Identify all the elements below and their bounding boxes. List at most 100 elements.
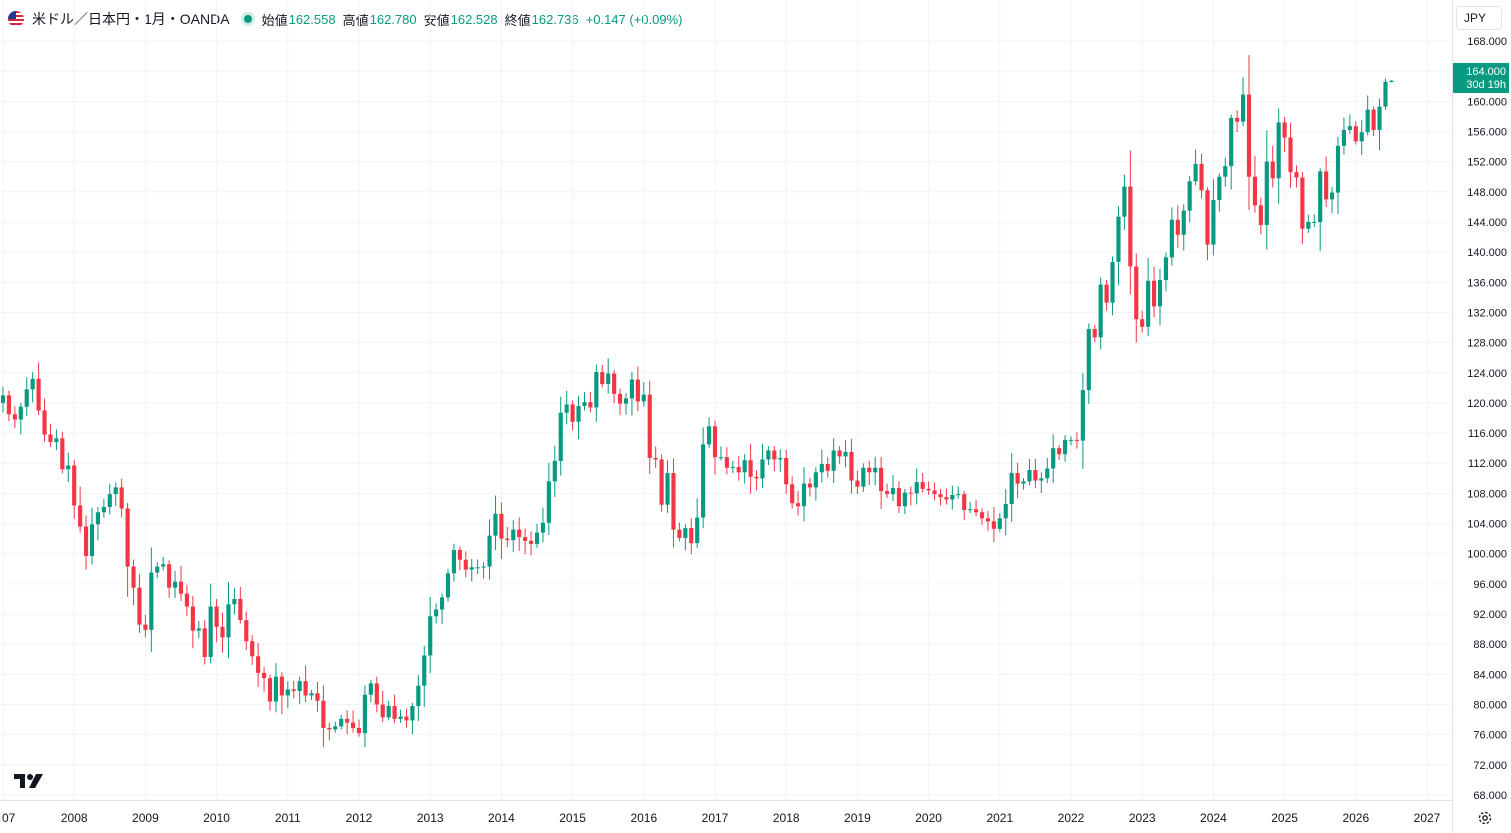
candle-body (523, 537, 528, 541)
candle-body (1062, 439, 1068, 455)
candle-body (736, 467, 741, 473)
candle-body (1122, 186, 1127, 217)
price-tick-label: 104.000 (1467, 519, 1507, 531)
candle-body (938, 494, 943, 498)
price-tick-label: 144.000 (1467, 217, 1507, 229)
candle-body (1377, 106, 1382, 130)
time-tick-label: 2009 (132, 811, 159, 825)
candle-body (920, 482, 925, 489)
candle-body (226, 604, 231, 638)
tradingview-logo-icon[interactable] (14, 772, 44, 795)
candle-body (689, 528, 694, 544)
candle-body (107, 494, 112, 507)
candle-body (712, 426, 718, 458)
currency-button[interactable]: JPY (1456, 6, 1502, 30)
candle-body (416, 685, 421, 707)
candle-body (807, 483, 813, 488)
candle-body (303, 681, 308, 696)
time-tick-label: 2021 (986, 811, 1013, 825)
candle-body (410, 706, 415, 721)
candle-body (926, 488, 931, 491)
candle-body (558, 412, 563, 461)
price-tick-label: 140.000 (1467, 247, 1507, 259)
candle-body (238, 598, 243, 621)
candle-body (997, 518, 1002, 529)
time-tick-label: 2027 (1414, 811, 1441, 825)
candle-body (1080, 390, 1085, 441)
candle-body (1211, 200, 1216, 245)
candle-body (582, 402, 587, 406)
price-axis[interactable]: 68.000 72.000 76.000 80.000 84.000 88.000 92.0… (1452, 0, 1508, 833)
candle-body (184, 593, 190, 607)
price-tick-label: 112.000 (1468, 458, 1507, 470)
candle-body (1258, 205, 1263, 225)
candle-body (1128, 186, 1133, 267)
symbol-title[interactable]: 米ドル／日本円・1月・OANDA (32, 11, 230, 27)
candle-body (701, 444, 706, 518)
candle-body (837, 450, 842, 457)
candle-body (244, 620, 249, 642)
time-axis[interactable]: 07 2008 2009 2010 2011 2012 2013 2014 2015 2016 20… (0, 800, 1452, 826)
price-tick-label: 136.000 (1467, 277, 1507, 289)
price-tick-label: 80.000 (1473, 700, 1507, 712)
candle-body (1199, 163, 1204, 191)
candle-body (1074, 439, 1080, 441)
candle-body (760, 459, 765, 479)
close-value: 162.736 (531, 11, 579, 27)
candle-body (119, 487, 124, 509)
price-tick-label: 88.000 (1473, 639, 1507, 651)
candle-body (1163, 257, 1169, 281)
candle-body (487, 535, 492, 567)
price-tick-label: 132.000 (1467, 307, 1507, 319)
candle-body (30, 378, 35, 390)
candle-body (570, 404, 575, 422)
last-price-background (1453, 63, 1509, 93)
candle-body (1359, 132, 1364, 142)
time-tick-label: 2008 (61, 811, 88, 825)
candle-body (309, 693, 314, 696)
candle-body (1051, 448, 1056, 469)
candle-body (113, 487, 118, 495)
candle-body (220, 626, 225, 638)
candle-body (78, 505, 83, 527)
price-tick-label: 100.000 (1467, 549, 1507, 561)
time-tick-label: 2026 (1342, 811, 1369, 825)
candle-body (1341, 129, 1347, 146)
candle-body (914, 482, 919, 494)
candle-body (250, 641, 255, 657)
candle-body (647, 394, 652, 458)
gear-icon[interactable] (1477, 810, 1493, 831)
last-price-label: 164.000 (1466, 66, 1506, 78)
candle-body (1270, 161, 1275, 179)
candle-body (1294, 172, 1299, 178)
candle-body (481, 566, 486, 568)
candle-body (1347, 126, 1352, 130)
candle-body (398, 716, 403, 719)
candle-body (0, 395, 6, 403)
candle-body (1276, 122, 1281, 179)
price-tick-label: 108.000 (1467, 488, 1507, 500)
candle-body (1057, 448, 1062, 455)
candle-body (380, 704, 385, 718)
time-tick-label: 2018 (773, 811, 800, 825)
candle-body (48, 434, 53, 443)
candle-body (101, 506, 106, 513)
candle-body (1021, 481, 1026, 484)
candle-body (1365, 109, 1370, 133)
candle-body (979, 512, 985, 519)
price-tick-label: 168.000 (1467, 36, 1507, 48)
candle-body (190, 606, 195, 631)
price-tick-label: 76.000 (1473, 730, 1507, 742)
candles (0, 54, 1394, 748)
candle-body (1027, 470, 1032, 482)
candle-body (1318, 171, 1323, 222)
time-tick-label: 2010 (203, 811, 230, 825)
candle-body (730, 467, 735, 469)
candle-body (125, 508, 130, 567)
time-tick-label: 07 (2, 811, 16, 825)
candle-body (1324, 171, 1329, 200)
candle-body (742, 460, 747, 473)
candle-body (1217, 176, 1222, 201)
price-tick-label: 148.000 (1467, 187, 1507, 199)
